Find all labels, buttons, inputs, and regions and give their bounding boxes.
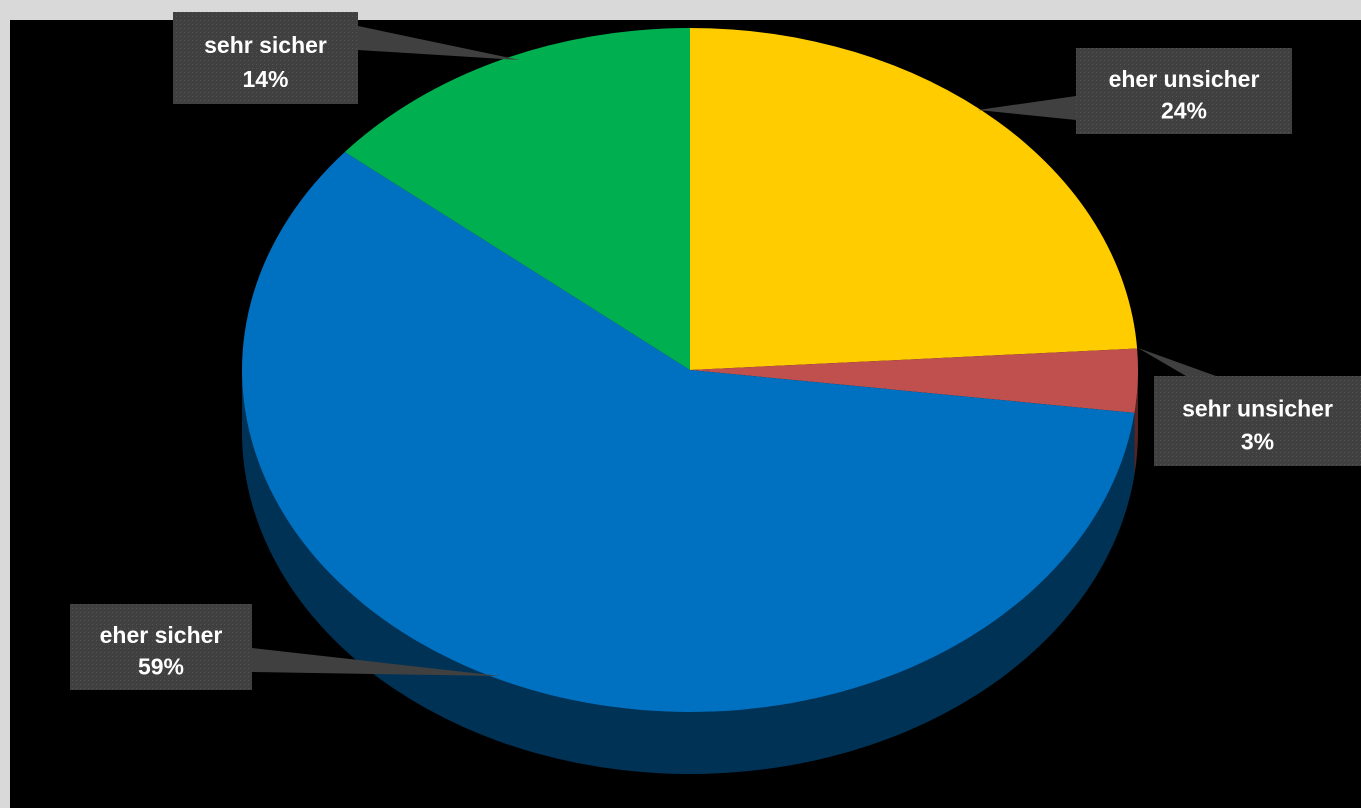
- pie-slice-eher-sicher: [242, 152, 1135, 713]
- leader-line-eher-unsicher: [978, 96, 1076, 120]
- leader-line-sehr-unsicher: [1138, 348, 1216, 376]
- data-label-category: eher unsicher: [1109, 66, 1260, 92]
- pie-slice-sehr-unsicher: [690, 348, 1138, 413]
- leader-line-eher-sicher: [252, 648, 500, 676]
- pie-slice-eher-unsicher: [690, 28, 1138, 370]
- data-label-box-sehr-unsicher: [1154, 376, 1361, 466]
- leader-line-sehr-sicher: [358, 26, 520, 60]
- data-label-value: 59%: [138, 654, 184, 680]
- data-label-box-eher-unsicher: [1076, 48, 1292, 134]
- pie-slice-sehr-sicher: [344, 27, 690, 370]
- data-label-category: sehr unsicher: [1182, 395, 1333, 421]
- data-label-box-sehr-sicher: [173, 12, 358, 104]
- data-label-value: 3%: [1241, 429, 1274, 455]
- data-label-value: 14%: [242, 66, 288, 92]
- data-label-value: 24%: [1161, 98, 1207, 124]
- data-label-category: sehr sicher: [204, 32, 327, 58]
- data-label-box-eher-sicher: [70, 604, 252, 690]
- data-label-category: eher sicher: [100, 622, 223, 648]
- pie-side-sehr-unsicher: [1134, 370, 1138, 475]
